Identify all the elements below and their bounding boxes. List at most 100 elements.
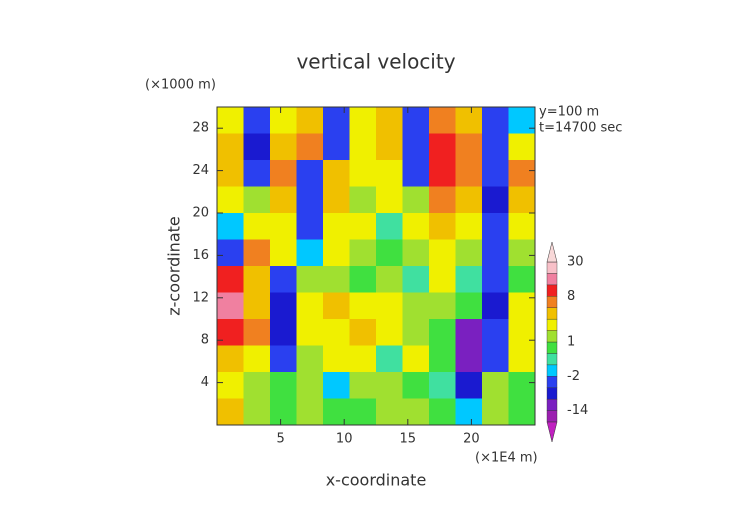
heatmap-cell [349,372,377,399]
heatmap-cell [376,133,403,161]
heatmap-cell [217,160,244,187]
heatmap-cell [482,345,509,373]
y-tick-label: 20 [192,206,209,221]
colorbar-under [546,421,558,443]
heatmap-cell [455,372,483,399]
colorbar-segment [546,307,558,320]
colorbar-segment [546,273,558,286]
heatmap-cell [482,372,509,399]
heatmap-cell [270,160,297,187]
heatmap-cell [482,239,509,267]
heatmap-cell [376,213,403,240]
heatmap-cell [429,292,456,320]
heatmap-cell [323,160,350,187]
colorbar-tick-label: -14 [567,403,588,418]
heatmap-cell [217,372,244,399]
heatmap-cell [323,372,350,399]
heatmap-cell [376,107,403,134]
y-unit: (×1000 m) [145,78,216,93]
heatmap-cell [455,398,483,426]
x-axis-label: x-coordinate [326,471,427,490]
heatmap-cell [270,345,297,373]
colorbar-segment [546,284,558,297]
heatmap-cell [429,213,456,240]
heatmap-cell [508,292,536,320]
heatmap-cell [482,213,509,240]
colorbar-over [546,241,558,263]
heatmap-cell [455,319,483,346]
x-tick-label: 20 [463,432,480,447]
heatmap-cell [455,292,483,320]
heatmap-cell [243,133,271,161]
heatmap-cell [508,398,536,426]
heatmap-cell [508,186,536,214]
y-tick-label: 4 [201,375,209,390]
heatmap-cell [402,345,430,373]
heatmap-cell [455,107,483,134]
heatmap-cell [296,160,324,187]
colorbar-tick-label: -2 [567,369,580,384]
x-tick-label: 15 [400,432,417,447]
chart-title: vertical velocity [296,50,455,74]
heatmap-cell [402,266,430,293]
heatmap-cell [455,266,483,293]
heatmap-cell [243,239,271,267]
heatmap-cell [429,160,456,187]
heatmap-cell [376,372,403,399]
heatmap-cell [455,133,483,161]
heatmap-cell [296,213,324,240]
heatmap-cell [429,372,456,399]
heatmap-cell [349,266,377,293]
colorbar-segment [546,341,558,354]
heatmap-cell [455,345,483,373]
heatmap-cell [429,319,456,346]
heatmap-cell [508,372,536,399]
heatmap-cell [402,160,430,187]
heatmap-cell [217,345,244,373]
heatmap-cell [217,319,244,346]
colorbar-segment [546,364,558,377]
heatmap-cell [482,186,509,214]
heatmap-cell [296,345,324,373]
heatmap-cell [349,160,377,187]
heatmap-cell [349,133,377,161]
heatmap-cell [402,133,430,161]
heatmap-cell [349,239,377,267]
heatmap-cell [402,319,430,346]
heatmap-cell [376,266,403,293]
heatmap-cell [323,213,350,240]
heatmap-cell [376,345,403,373]
heatmap-cell [349,319,377,346]
heatmap-cell [482,133,509,161]
heatmap-cell [455,213,483,240]
colorbar-tick-label: 30 [567,255,584,270]
heatmap-cell [296,319,324,346]
colorbar-segment [546,261,558,274]
y-tick-label: 28 [192,121,209,136]
heatmap-cell [376,239,403,267]
heatmap-cell [482,319,509,346]
heatmap-cell [323,186,350,214]
x-unit: (×1E4 m) [475,451,538,466]
heatmap-cell [349,345,377,373]
heatmap-cell [429,398,456,426]
heatmap-cell [376,186,403,214]
heatmap-cell [508,107,536,134]
heatmap-cell [217,398,244,426]
x-tick-label: 5 [276,432,284,447]
heatmap-cell [323,398,350,426]
heatmap-cell [508,319,536,346]
heatmap-cell [217,186,244,214]
heatmap-cell [376,319,403,346]
heatmap-cell [323,292,350,320]
heatmap-cell [349,398,377,426]
colorbar-segment [546,330,558,343]
heatmap-cell [217,239,244,267]
heatmap-cell [243,372,271,399]
heatmap-cell [217,266,244,293]
heatmap-cell [482,398,509,426]
heatmap-cell [349,186,377,214]
heatmap-cell [376,292,403,320]
heatmap-cell [508,345,536,373]
heatmap-cell [402,213,430,240]
